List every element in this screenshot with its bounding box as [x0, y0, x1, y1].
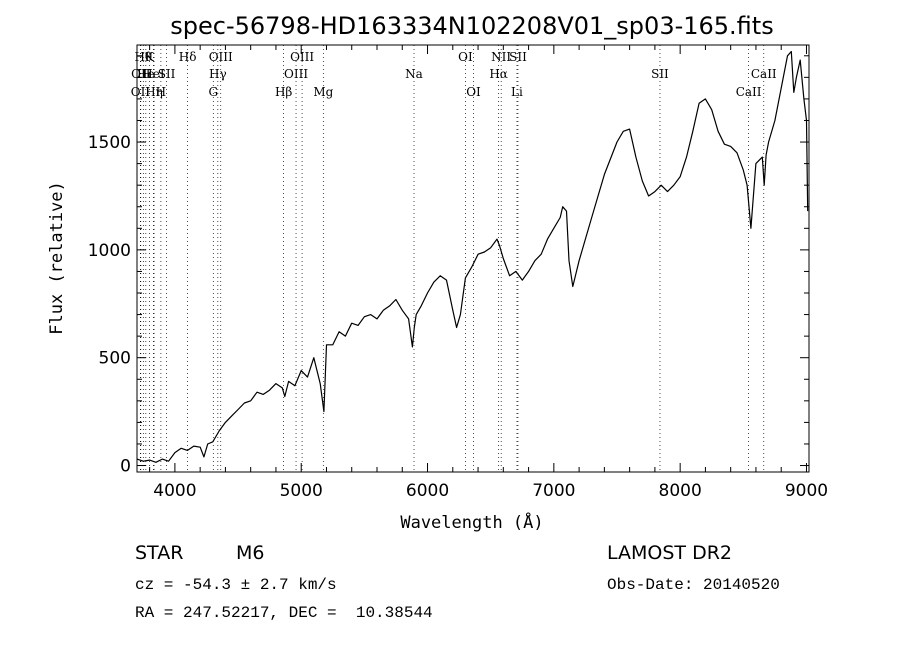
- line-marker-label: OIII: [290, 50, 314, 64]
- y-tick-label: 1000: [88, 241, 131, 261]
- obs-date-label: Obs-Date: 20140520: [607, 576, 780, 594]
- line-marker-label: OIII: [209, 50, 233, 64]
- line-marker-label: Hη: [145, 85, 163, 99]
- line-markers: OIIOIIHθHeKHeIHηHSIIHδGHγOIIIHβOIIIOIIIM…: [131, 45, 777, 472]
- x-tick-label: 7000: [532, 481, 575, 501]
- line-marker-label: Na: [405, 67, 423, 81]
- x-tick-label: 6000: [406, 481, 449, 501]
- series-line: [136, 50, 809, 463]
- line-marker-label: CaII: [751, 67, 777, 81]
- line-marker-label: G: [208, 85, 218, 99]
- survey-label: LAMOST DR2: [607, 542, 732, 564]
- y-axis-label: Flux (relative): [47, 181, 67, 335]
- line-marker-label: Mg: [313, 85, 333, 99]
- spectrum-series: [136, 50, 809, 463]
- line-marker-label: K: [145, 50, 155, 64]
- plot-frame: [136, 44, 810, 473]
- chart-title: spec-56798-HD163334N102208V01_sp03-165.f…: [170, 12, 773, 40]
- line-marker-label: OIII: [284, 67, 308, 81]
- line-marker-label: SII: [158, 67, 176, 81]
- x-tick-label: 9000: [785, 481, 828, 501]
- object-class: STAR: [135, 542, 184, 564]
- line-marker-label: NII: [491, 50, 511, 64]
- line-marker-label: OI: [458, 50, 473, 64]
- line-marker-label: HeI: [142, 67, 165, 81]
- line-marker-label: SII: [509, 50, 527, 64]
- line-marker-label: H: [156, 85, 166, 99]
- coordinates-label: RA = 247.52217, DEC = 10.38544: [135, 604, 433, 622]
- y-tick-label: 0: [120, 457, 131, 477]
- x-axis-label: Wavelength (Å): [400, 511, 543, 533]
- line-marker-label: OII: [131, 85, 151, 99]
- y-tick-label: 500: [99, 349, 131, 369]
- x-axis: 4000 5000 6000 7000 8000 9000: [149, 45, 828, 501]
- line-marker-label: CaII: [736, 85, 762, 99]
- line-marker-label: Hβ: [275, 85, 292, 99]
- line-marker-label: OI: [466, 85, 481, 99]
- redshift-label: cz = -54.3 ± 2.7 km/s: [135, 576, 337, 594]
- line-marker-label: SII: [651, 67, 669, 81]
- x-tick-label: 4000: [153, 481, 196, 501]
- spectral-subclass: M6: [236, 542, 265, 564]
- line-marker-label: Hθ: [134, 50, 152, 64]
- line-marker-label: Li: [511, 85, 523, 99]
- y-axis: 0 500 1000 1500: [88, 55, 809, 477]
- line-marker-label: Hδ: [179, 50, 197, 64]
- y-tick-label: 1500: [88, 133, 131, 153]
- line-marker-label: Hα: [489, 67, 508, 81]
- x-tick-label: 8000: [659, 481, 702, 501]
- x-tick-label: 5000: [280, 481, 323, 501]
- line-marker-label: Hγ: [209, 67, 227, 81]
